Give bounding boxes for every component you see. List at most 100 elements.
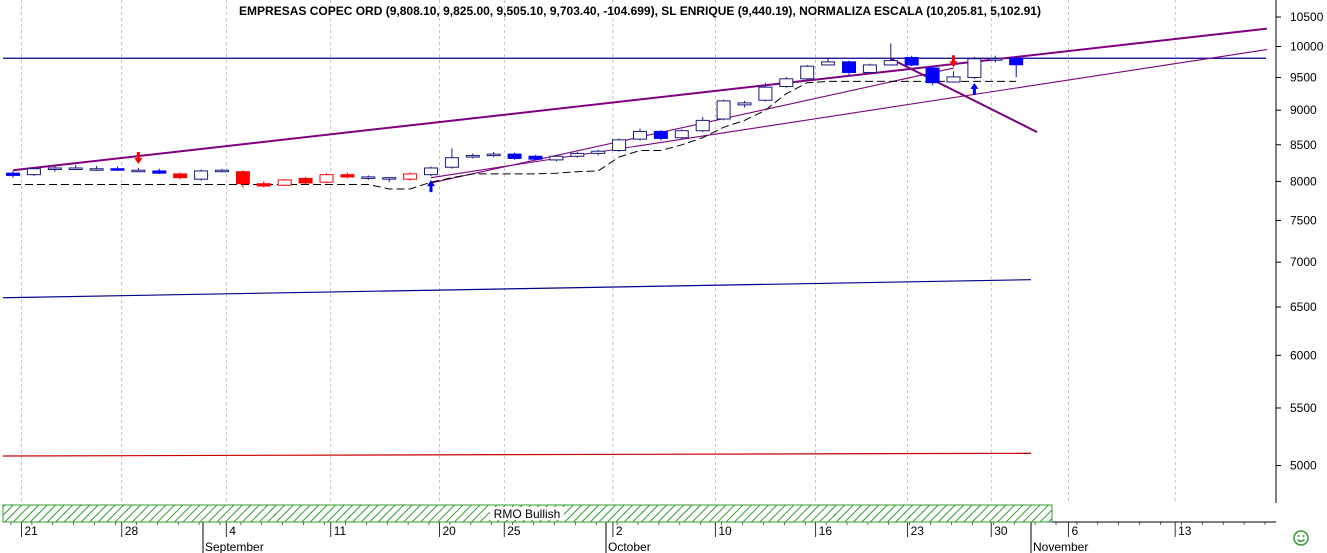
candle-body (612, 139, 627, 152)
candle (716, 99, 731, 121)
candle (591, 149, 606, 156)
trendline (430, 67, 954, 184)
price-tick-label: 5000 (1290, 459, 1317, 473)
candle (1009, 57, 1024, 78)
candle-body (382, 177, 397, 180)
price-tick-label: 9000 (1290, 103, 1317, 117)
candle-body (277, 179, 292, 186)
candle-body (194, 170, 209, 180)
normalize-low-line (2, 452, 1032, 457)
candles-layer (6, 43, 1024, 188)
month-label: October (608, 540, 651, 553)
candle-body (925, 67, 940, 84)
price-tick-label: 7000 (1290, 255, 1317, 269)
candle-body (361, 176, 376, 179)
price-tick-label: 6000 (1290, 348, 1317, 362)
candle-body (653, 130, 668, 139)
candle (800, 64, 815, 80)
candle (633, 128, 647, 141)
candle (570, 151, 585, 158)
candle-body (904, 57, 919, 66)
price-tick-label: 6500 (1290, 300, 1317, 314)
candle-body (507, 153, 522, 159)
candle (194, 169, 209, 181)
candle (173, 172, 188, 180)
candle-body (340, 174, 355, 178)
candle-body (424, 167, 438, 176)
date-tick-label: 21 (24, 524, 38, 538)
candle-body (89, 168, 104, 171)
candle (319, 173, 334, 183)
candle (674, 129, 689, 140)
trendline (890, 57, 1038, 134)
sell-signal-arrow (134, 151, 143, 164)
candle (68, 165, 83, 171)
candle (821, 57, 836, 66)
candle (235, 170, 250, 188)
candle-body (131, 169, 146, 173)
candle (465, 153, 480, 159)
candle-body (1009, 57, 1024, 66)
candle-body (946, 76, 961, 83)
candle (444, 148, 459, 169)
candle (967, 56, 982, 79)
candle-body (68, 167, 83, 170)
candle-body (215, 169, 229, 173)
candle-body (591, 150, 606, 154)
candle (528, 154, 543, 160)
candle (988, 55, 1003, 63)
candle (946, 71, 961, 83)
buy-signal-arrow (970, 82, 979, 95)
candle (612, 138, 627, 152)
candle (904, 55, 919, 67)
candle-body (26, 168, 41, 176)
candle-body (319, 174, 334, 183)
candle-body (256, 183, 271, 187)
candle (131, 167, 146, 173)
date-tick-label: 4 (229, 524, 236, 538)
price-tick-label: 10000 (1290, 40, 1324, 54)
candle-body (842, 61, 856, 73)
date-tick-label: 28 (125, 524, 139, 538)
month-label: November (1033, 540, 1088, 553)
candle (340, 172, 355, 179)
candle (110, 166, 125, 171)
normalize-high-line (2, 279, 1032, 299)
date-tick-label: 10 (718, 524, 732, 538)
price-tick-label: 7500 (1290, 213, 1317, 227)
price-tick-label: 9500 (1290, 71, 1317, 85)
candle-body (486, 153, 501, 157)
candle (842, 60, 856, 76)
candle (256, 181, 271, 188)
candle-body (110, 168, 125, 171)
candle-body (465, 155, 480, 158)
date-tick-label: 25 (507, 524, 521, 538)
candle (6, 170, 20, 178)
stop-line-enrique (13, 80, 1017, 190)
indicator-lines-layer (2, 27, 1268, 457)
candle-body (47, 167, 62, 170)
candle (925, 65, 940, 86)
sell-signal-arrow (949, 55, 958, 68)
smiley-face-icon[interactable] (1293, 530, 1309, 546)
candle-body (758, 86, 773, 101)
candle (507, 152, 522, 160)
rmo-label-background (490, 507, 564, 520)
candle (653, 130, 668, 141)
candle-body (173, 173, 188, 179)
axis-layer: 10500 10000 9500 9000 8500 8000 7500 7000 6500 60… (3, 0, 1324, 553)
candle (737, 100, 752, 108)
date-tick-label: 6 (1072, 524, 1079, 538)
candle-body (570, 152, 585, 157)
candle-body (6, 172, 20, 176)
candle (361, 175, 376, 180)
candle-body (779, 78, 794, 88)
rmo-label: RMO Bullish (494, 507, 561, 521)
grid-layer (21, 0, 1176, 503)
candle-body (695, 119, 710, 132)
candle (298, 176, 313, 185)
candle-body (737, 102, 752, 106)
date-tick-label: 16 (819, 524, 833, 538)
candle-body (444, 157, 459, 168)
